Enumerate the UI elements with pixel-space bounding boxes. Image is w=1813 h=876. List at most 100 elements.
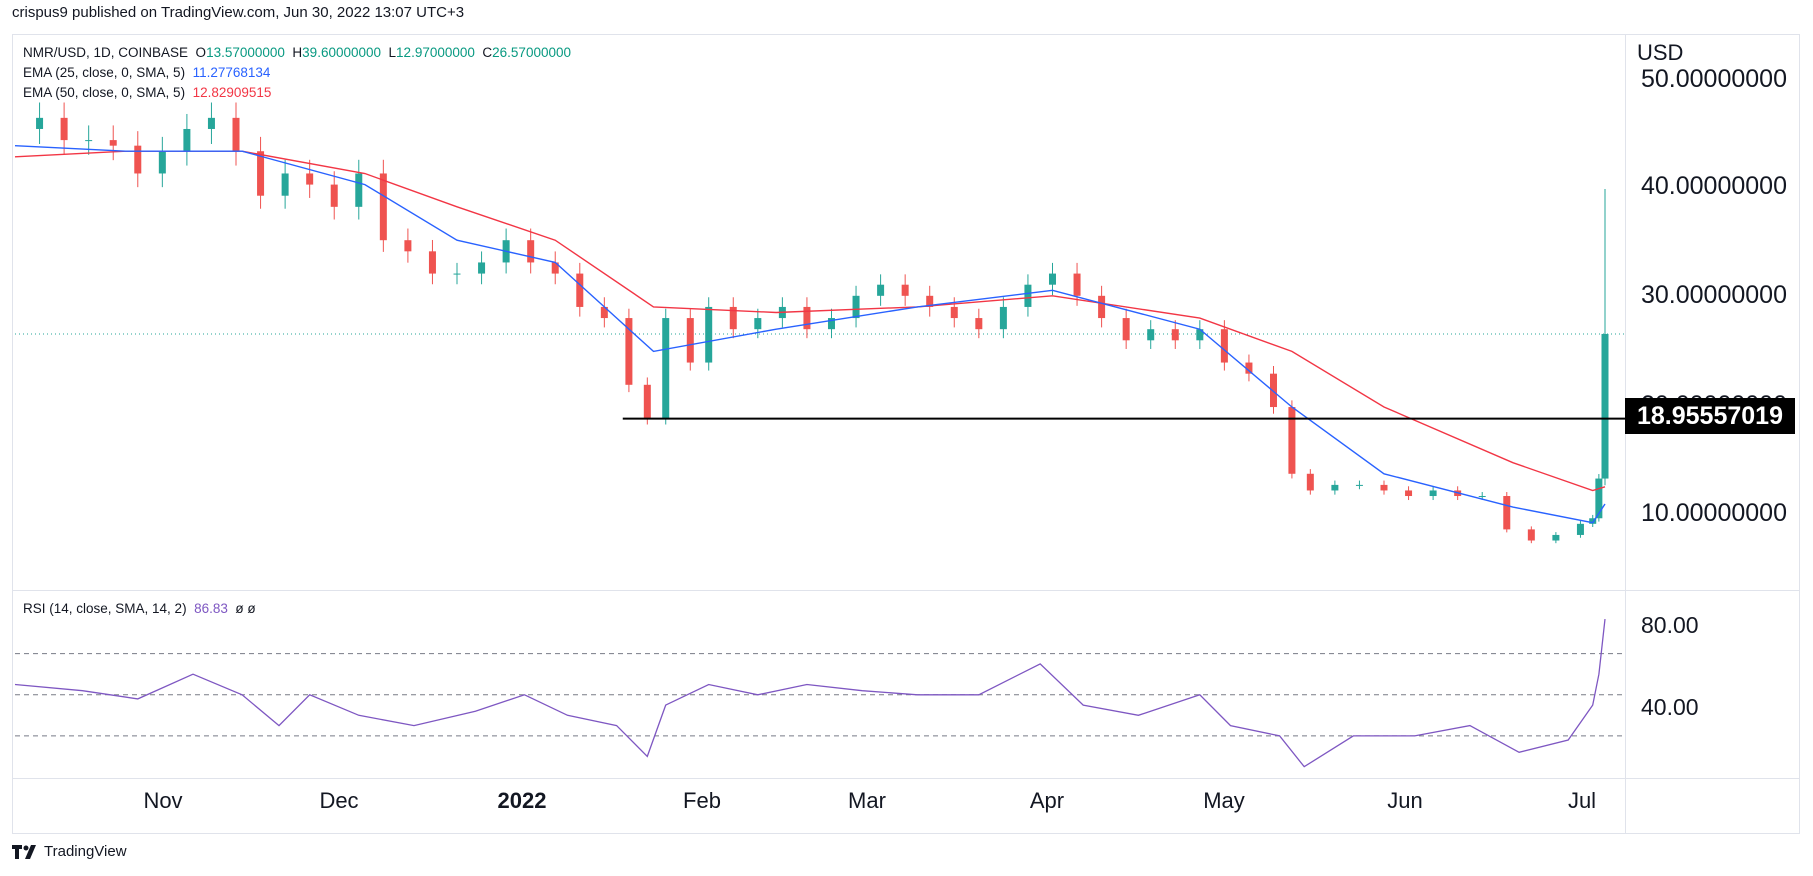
close-label: C	[482, 45, 493, 60]
candle-body	[1024, 284, 1032, 307]
candle-body	[662, 318, 670, 419]
candle-body	[1576, 523, 1584, 535]
candle-body	[625, 318, 633, 385]
candle-body	[1429, 490, 1437, 497]
candle-body	[207, 117, 215, 129]
ema50-line	[14, 150, 1606, 492]
candle-body	[1147, 329, 1155, 341]
candle-body	[1171, 329, 1179, 341]
candle-body	[877, 284, 885, 296]
rsi-value: 86.83	[194, 601, 228, 616]
candle-body	[705, 306, 713, 363]
candle-body	[1589, 518, 1597, 524]
candle-body	[527, 240, 535, 263]
tradingview-logo[interactable]: TradingView	[12, 843, 127, 860]
price-tick: 10.00000000	[1641, 499, 1787, 527]
ema50-label: EMA (50, close, 0, SMA, 5)	[23, 85, 186, 100]
close-value: 26.57000000	[492, 45, 571, 60]
candle-body	[281, 173, 289, 196]
pane-separator[interactable]	[12, 590, 1800, 591]
candle-body	[551, 262, 559, 274]
ohlc-legend: NMR/USD, 1D, COINBASE O13.57000000 H39.6…	[23, 45, 571, 60]
candle-body	[355, 173, 363, 207]
candle-body	[453, 273, 461, 275]
month-tick: Jul	[1567, 788, 1597, 813]
price-axis-separator	[1625, 34, 1626, 834]
candle-body	[1527, 529, 1535, 541]
candle-body	[60, 117, 68, 141]
price-tick: 30.00000000	[1641, 281, 1787, 309]
month-tick: Apr	[1029, 788, 1065, 813]
candle-body	[478, 262, 486, 274]
candle-body	[729, 306, 737, 330]
candle-body	[1196, 329, 1204, 341]
rsi-line	[14, 619, 1606, 768]
candle-body	[1048, 273, 1056, 285]
open-label: O	[195, 45, 207, 60]
month-tick: Dec	[319, 788, 359, 813]
month-tick: May	[1203, 788, 1245, 813]
time-axis-separator	[12, 778, 1800, 779]
candle-body	[926, 295, 934, 307]
symbol-label[interactable]: NMR/USD, 1D, COINBASE	[23, 45, 189, 60]
candle-body	[183, 128, 191, 152]
publisher-line: crispus9 published on TradingView.com, J…	[12, 4, 465, 21]
chart-frame	[12, 34, 1800, 834]
ema25-legend[interactable]: EMA (25, close, 0, SMA, 5) 11.27768134	[23, 65, 270, 80]
open-value: 13.57000000	[206, 45, 285, 60]
month-tick: 2022	[497, 788, 547, 813]
candle-body	[109, 140, 117, 146]
candle-body	[306, 173, 314, 185]
candle-body	[1405, 490, 1413, 497]
rsi-legend[interactable]: RSI (14, close, SMA, 14, 2) 86.83 ø ø	[23, 601, 256, 616]
candle-body	[1355, 484, 1363, 486]
candle-body	[975, 318, 983, 330]
candle-body	[999, 306, 1007, 330]
candle-body	[1269, 373, 1277, 408]
candle-body	[827, 318, 835, 330]
candle-body	[1288, 407, 1296, 474]
candle-body	[85, 140, 93, 142]
month-tick: Jun	[1387, 788, 1423, 813]
month-tick: Nov	[143, 788, 183, 813]
candle-body	[686, 318, 694, 363]
tradingview-brand: TradingView	[44, 843, 127, 860]
candle-body	[134, 145, 142, 174]
candle-body	[1380, 484, 1388, 491]
month-tick: Feb	[683, 788, 721, 813]
candle-body	[1503, 496, 1511, 530]
candle-body	[158, 151, 166, 174]
ema50-legend[interactable]: EMA (50, close, 0, SMA, 5) 12.82909515	[23, 85, 271, 100]
candle-body	[36, 117, 44, 129]
ema25-line	[14, 145, 1606, 524]
candle-body	[852, 295, 860, 319]
candle-body	[330, 184, 338, 207]
candle-body	[1552, 534, 1560, 541]
candle-body	[1306, 473, 1314, 491]
candle-body	[1220, 329, 1228, 363]
candle-body	[428, 251, 436, 274]
month-tick: Mar	[848, 788, 886, 813]
candle-body	[643, 384, 651, 419]
high-value: 39.60000000	[302, 45, 382, 60]
candle-body	[754, 318, 762, 330]
candle-body	[232, 117, 240, 152]
candle-body	[901, 284, 909, 296]
rsi-tick: 80.00	[1641, 612, 1699, 638]
candle-body	[576, 273, 584, 307]
price-tick: 50.00000000	[1641, 65, 1787, 93]
candle-body	[1073, 273, 1081, 296]
candle-body	[1098, 295, 1106, 319]
ema25-value: 11.27768134	[192, 65, 271, 80]
currency-label[interactable]: USD	[1637, 40, 1684, 65]
tradingview-logo-icon	[12, 844, 36, 859]
low-value: 12.97000000	[396, 45, 475, 60]
high-label: H	[292, 45, 303, 60]
candle-body	[1595, 478, 1603, 519]
candle-body	[1478, 496, 1486, 498]
candle-body	[803, 306, 811, 330]
rsi-extra: ø ø	[235, 601, 256, 616]
support-price-tag[interactable]: 18.95557019	[1625, 398, 1795, 434]
rsi-label: RSI (14, close, SMA, 14, 2)	[23, 601, 187, 616]
